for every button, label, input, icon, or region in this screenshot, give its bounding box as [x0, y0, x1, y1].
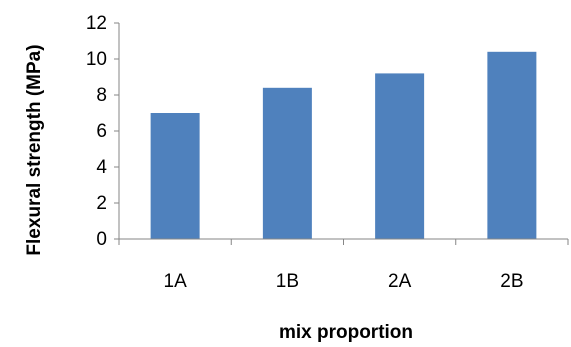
labels-layer: 0 2 4 6 8 10 12 1A 1B 2A 2B	[86, 13, 524, 292]
y-tick-label: 12	[86, 13, 107, 34]
bar	[487, 51, 537, 239]
bar	[262, 87, 312, 239]
y-tick-label: 10	[86, 49, 107, 70]
x-tick-label: 1A	[164, 271, 188, 292]
y-axis-title: Flexural strength (MPa)	[24, 44, 45, 255]
y-tick-label: 4	[96, 157, 107, 178]
x-axis-title: mix proportion	[279, 322, 413, 343]
bars-layer	[150, 51, 537, 240]
bar	[150, 113, 200, 239]
y-tick-label: 8	[96, 85, 107, 106]
y-tick-label: 6	[96, 121, 107, 142]
x-tick-label: 2A	[388, 271, 412, 292]
x-tick-label: 2B	[500, 271, 523, 292]
bar	[375, 73, 425, 240]
y-tick-label: 0	[96, 229, 107, 250]
axes-layer	[114, 22, 569, 245]
y-tick-label: 2	[96, 193, 107, 214]
x-tick-label: 1B	[276, 271, 299, 292]
